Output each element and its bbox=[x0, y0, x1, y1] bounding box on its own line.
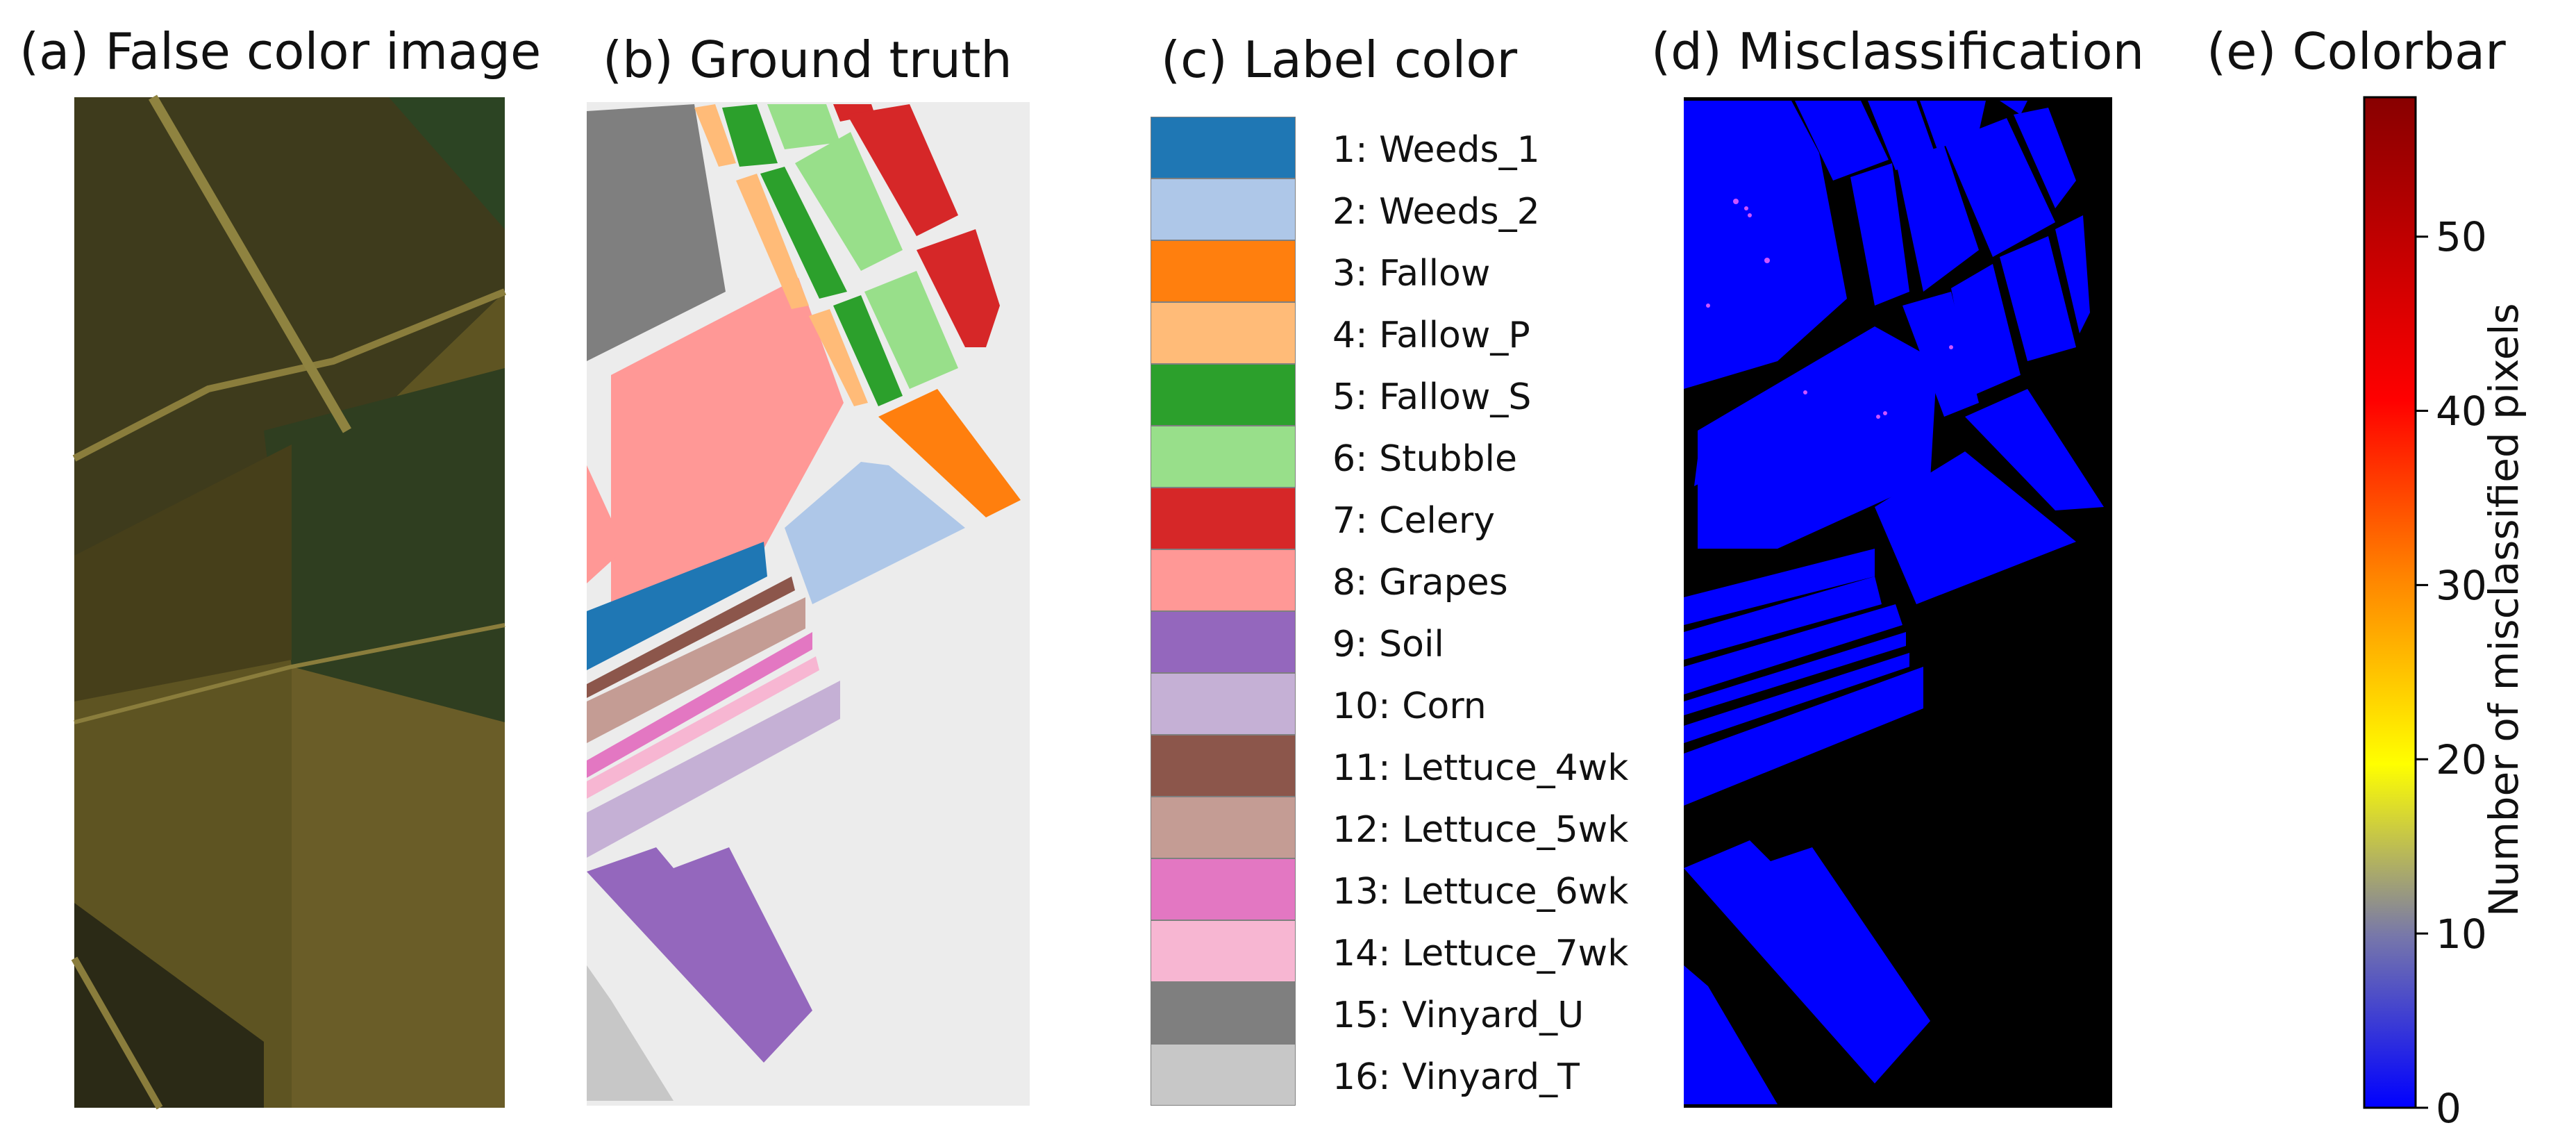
colorbar-tick-label: 30 bbox=[2436, 562, 2487, 609]
legend-swatch bbox=[1151, 673, 1296, 735]
legend-label: 2: Weeds_2 bbox=[1332, 191, 1540, 233]
colorbar-axis-label: Number of misclassified pixels bbox=[2480, 303, 2527, 917]
legend-label: 7: Celery bbox=[1332, 500, 1496, 542]
legend-label: 15: Vinyard_U bbox=[1332, 995, 1584, 1036]
legend-item: 16: Vinyard_T bbox=[1151, 1044, 1637, 1106]
ground-truth-map bbox=[587, 102, 1030, 1106]
legend-item: 5: Fallow_S bbox=[1151, 364, 1637, 426]
colorbar-tick-label: 10 bbox=[2436, 911, 2487, 958]
legend-swatch bbox=[1151, 858, 1296, 920]
legend-label: 1: Weeds_1 bbox=[1332, 129, 1540, 171]
legend-label: 8: Grapes bbox=[1332, 562, 1508, 604]
legend-label: 16: Vinyard_T bbox=[1332, 1056, 1580, 1098]
legend-swatch bbox=[1151, 1044, 1296, 1106]
legend-label: 11: Lettuce_4wk bbox=[1332, 747, 1629, 789]
legend-item: 14: Lettuce_7wk bbox=[1151, 920, 1637, 982]
legend-swatch bbox=[1151, 982, 1296, 1044]
legend-swatch bbox=[1151, 611, 1296, 673]
colorbar-tick-label: 50 bbox=[2436, 213, 2487, 260]
legend-swatch bbox=[1151, 549, 1296, 611]
legend-item: 15: Vinyard_U bbox=[1151, 982, 1637, 1044]
legend-swatch bbox=[1151, 797, 1296, 858]
panel-b-title: (b) Ground truth bbox=[603, 31, 1012, 89]
legend-label: 9: Soil bbox=[1332, 624, 1444, 665]
legend-item: 11: Lettuce_4wk bbox=[1151, 735, 1637, 797]
legend-item: 10: Corn bbox=[1151, 673, 1637, 735]
legend-swatch bbox=[1151, 488, 1296, 549]
legend-label: 13: Lettuce_6wk bbox=[1332, 871, 1629, 913]
legend-label: 4: Fallow_P bbox=[1332, 315, 1530, 356]
colorbar-gradient bbox=[2363, 96, 2417, 1109]
legend-swatch bbox=[1151, 735, 1296, 797]
legend-item: 2: Weeds_2 bbox=[1151, 178, 1637, 240]
legend-swatch bbox=[1151, 178, 1296, 240]
legend-item: 4: Fallow_P bbox=[1151, 302, 1637, 364]
legend-label: 14: Lettuce_7wk bbox=[1332, 933, 1629, 974]
panel-d-title: (d) Misclassification bbox=[1651, 22, 2145, 81]
legend-item: 1: Weeds_1 bbox=[1151, 117, 1637, 178]
false-color-image bbox=[71, 94, 506, 1110]
misclassified-pixel-speckles bbox=[1706, 199, 1953, 419]
legend-label: 12: Lettuce_5wk bbox=[1332, 809, 1629, 851]
legend-label: 5: Fallow_S bbox=[1332, 376, 1532, 418]
legend-item: 8: Grapes bbox=[1151, 549, 1637, 611]
panel-e-title: (e) Colorbar bbox=[2207, 22, 2506, 81]
panel-a-title: (a) False color image bbox=[19, 22, 542, 81]
legend-item: 13: Lettuce_6wk bbox=[1151, 858, 1637, 920]
legend-item: 7: Celery bbox=[1151, 488, 1637, 549]
legend-swatch bbox=[1151, 302, 1296, 364]
panel-c-title: (c) Label color bbox=[1161, 31, 1518, 89]
misclassification-map bbox=[1684, 97, 2112, 1108]
colorbar-ticks bbox=[2416, 235, 2428, 1109]
legend-item: 12: Lettuce_5wk bbox=[1151, 797, 1637, 858]
legend-swatch bbox=[1151, 240, 1296, 302]
colorbar-tick-label: 40 bbox=[2436, 388, 2487, 435]
colorbar-tick-label: 20 bbox=[2436, 736, 2487, 783]
legend-swatch bbox=[1151, 920, 1296, 982]
legend-label: 10: Corn bbox=[1332, 685, 1487, 727]
legend-swatch bbox=[1151, 426, 1296, 488]
legend-item: 9: Soil bbox=[1151, 611, 1637, 673]
legend-label: 6: Stubble bbox=[1332, 438, 1517, 480]
colorbar-tick-label: 0 bbox=[2436, 1085, 2461, 1132]
legend-item: 6: Stubble bbox=[1151, 426, 1637, 488]
legend-item: 3: Fallow bbox=[1151, 240, 1637, 302]
colorbar bbox=[2363, 96, 2428, 1109]
legend-swatch bbox=[1151, 117, 1296, 178]
legend-label: 3: Fallow bbox=[1332, 253, 1491, 294]
legend-swatch bbox=[1151, 364, 1296, 426]
